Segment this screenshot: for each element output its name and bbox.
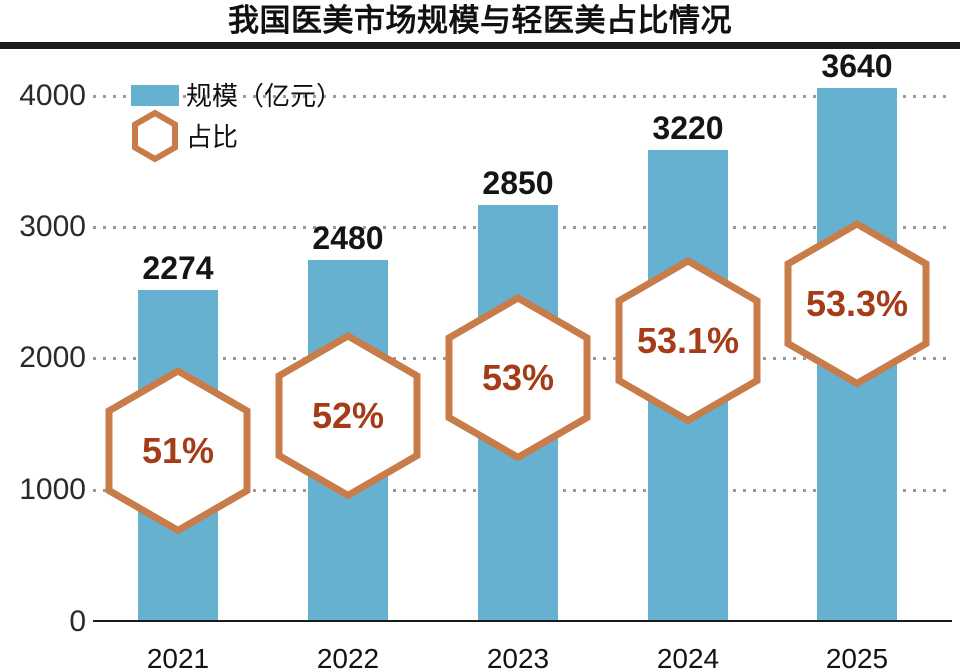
x-axis-label-2024: 2024 xyxy=(656,643,720,669)
percent-label: 53.1% xyxy=(636,320,740,361)
hexagon-marker-2022 xyxy=(275,332,421,500)
bar-value-label: 3640 xyxy=(821,48,893,84)
bar-value-label: 2480 xyxy=(312,220,384,256)
hexagon-shape xyxy=(275,332,421,500)
hexagon-shape xyxy=(105,367,251,535)
x-axis-line xyxy=(93,620,952,622)
bar-value-label: 2850 xyxy=(482,165,554,201)
title-divider-rule xyxy=(0,42,960,49)
legend-hexagon-swatch-icon xyxy=(132,110,178,162)
hexagon-shape xyxy=(445,294,591,462)
x-axis-label-2021: 2021 xyxy=(146,643,210,669)
hexagon-marker-2023 xyxy=(445,294,591,462)
x-axis-label-2025: 2025 xyxy=(825,643,889,669)
y-axis-tick-1000: 1000 xyxy=(19,473,86,506)
gridline-4000 xyxy=(93,95,952,98)
hexagon-marker-2025 xyxy=(784,220,930,388)
legend-label-share: 占比 xyxy=(186,122,239,152)
chart-title: 我国医美市场规模与轻医美占比情况 xyxy=(228,3,732,38)
legend-bar-swatch xyxy=(131,85,179,106)
hexagon-shape xyxy=(615,257,761,425)
x-axis-label-2023: 2023 xyxy=(486,643,550,669)
percent-label: 53% xyxy=(481,357,555,398)
percent-label: 51% xyxy=(141,430,215,471)
y-axis-tick-0: 0 xyxy=(69,605,86,638)
y-axis-tick-3000: 3000 xyxy=(19,210,86,243)
hexagon-marker-2024 xyxy=(615,257,761,425)
percent-label: 53.3% xyxy=(805,283,909,324)
y-axis-tick-4000: 4000 xyxy=(19,79,86,112)
legend-label-scale: 规模（亿元） xyxy=(186,81,343,111)
hexagon-marker-2021 xyxy=(105,367,251,535)
percent-label: 52% xyxy=(311,395,385,436)
hexagon-shape xyxy=(784,220,930,388)
y-axis-tick-2000: 2000 xyxy=(19,341,86,374)
bar-value-label: 3220 xyxy=(652,110,724,146)
bar-value-label: 2274 xyxy=(142,250,214,286)
x-axis-label-2022: 2022 xyxy=(316,643,380,669)
